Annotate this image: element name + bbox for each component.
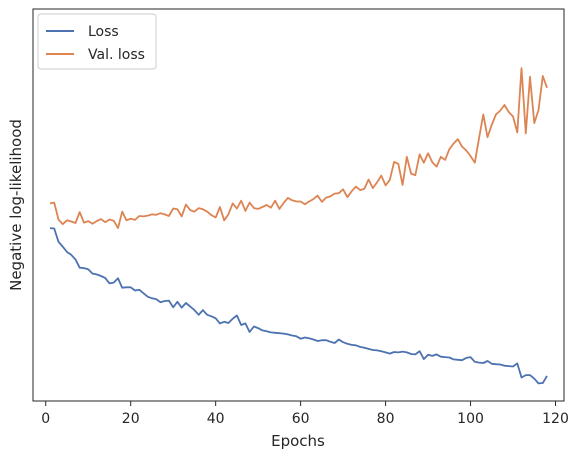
x-tick-label: 100 (457, 411, 484, 427)
series-line-loss (49, 227, 548, 385)
x-tick-label: 80 (377, 411, 395, 427)
x-tick-label: 0 (41, 411, 50, 427)
series-lines (49, 67, 548, 385)
x-tick-label: 120 (542, 411, 569, 427)
y-axis-label: Negative log-likelihood (7, 119, 25, 291)
legend-label-loss: Loss (88, 24, 119, 40)
plot-area (32, 8, 565, 402)
x-tick-label: 60 (292, 411, 310, 427)
x-axis-label: Epochs (271, 432, 325, 450)
x-tick-label: 20 (122, 411, 140, 427)
legend: Loss Val. loss (37, 13, 157, 70)
series-line-val-loss (49, 67, 548, 230)
legend-box (37, 13, 157, 70)
x-axis-ticks: 0 20 40 60 80 100 120 (41, 401, 569, 427)
x-tick-label: 40 (207, 411, 225, 427)
legend-label-val-loss: Val. loss (88, 47, 145, 63)
